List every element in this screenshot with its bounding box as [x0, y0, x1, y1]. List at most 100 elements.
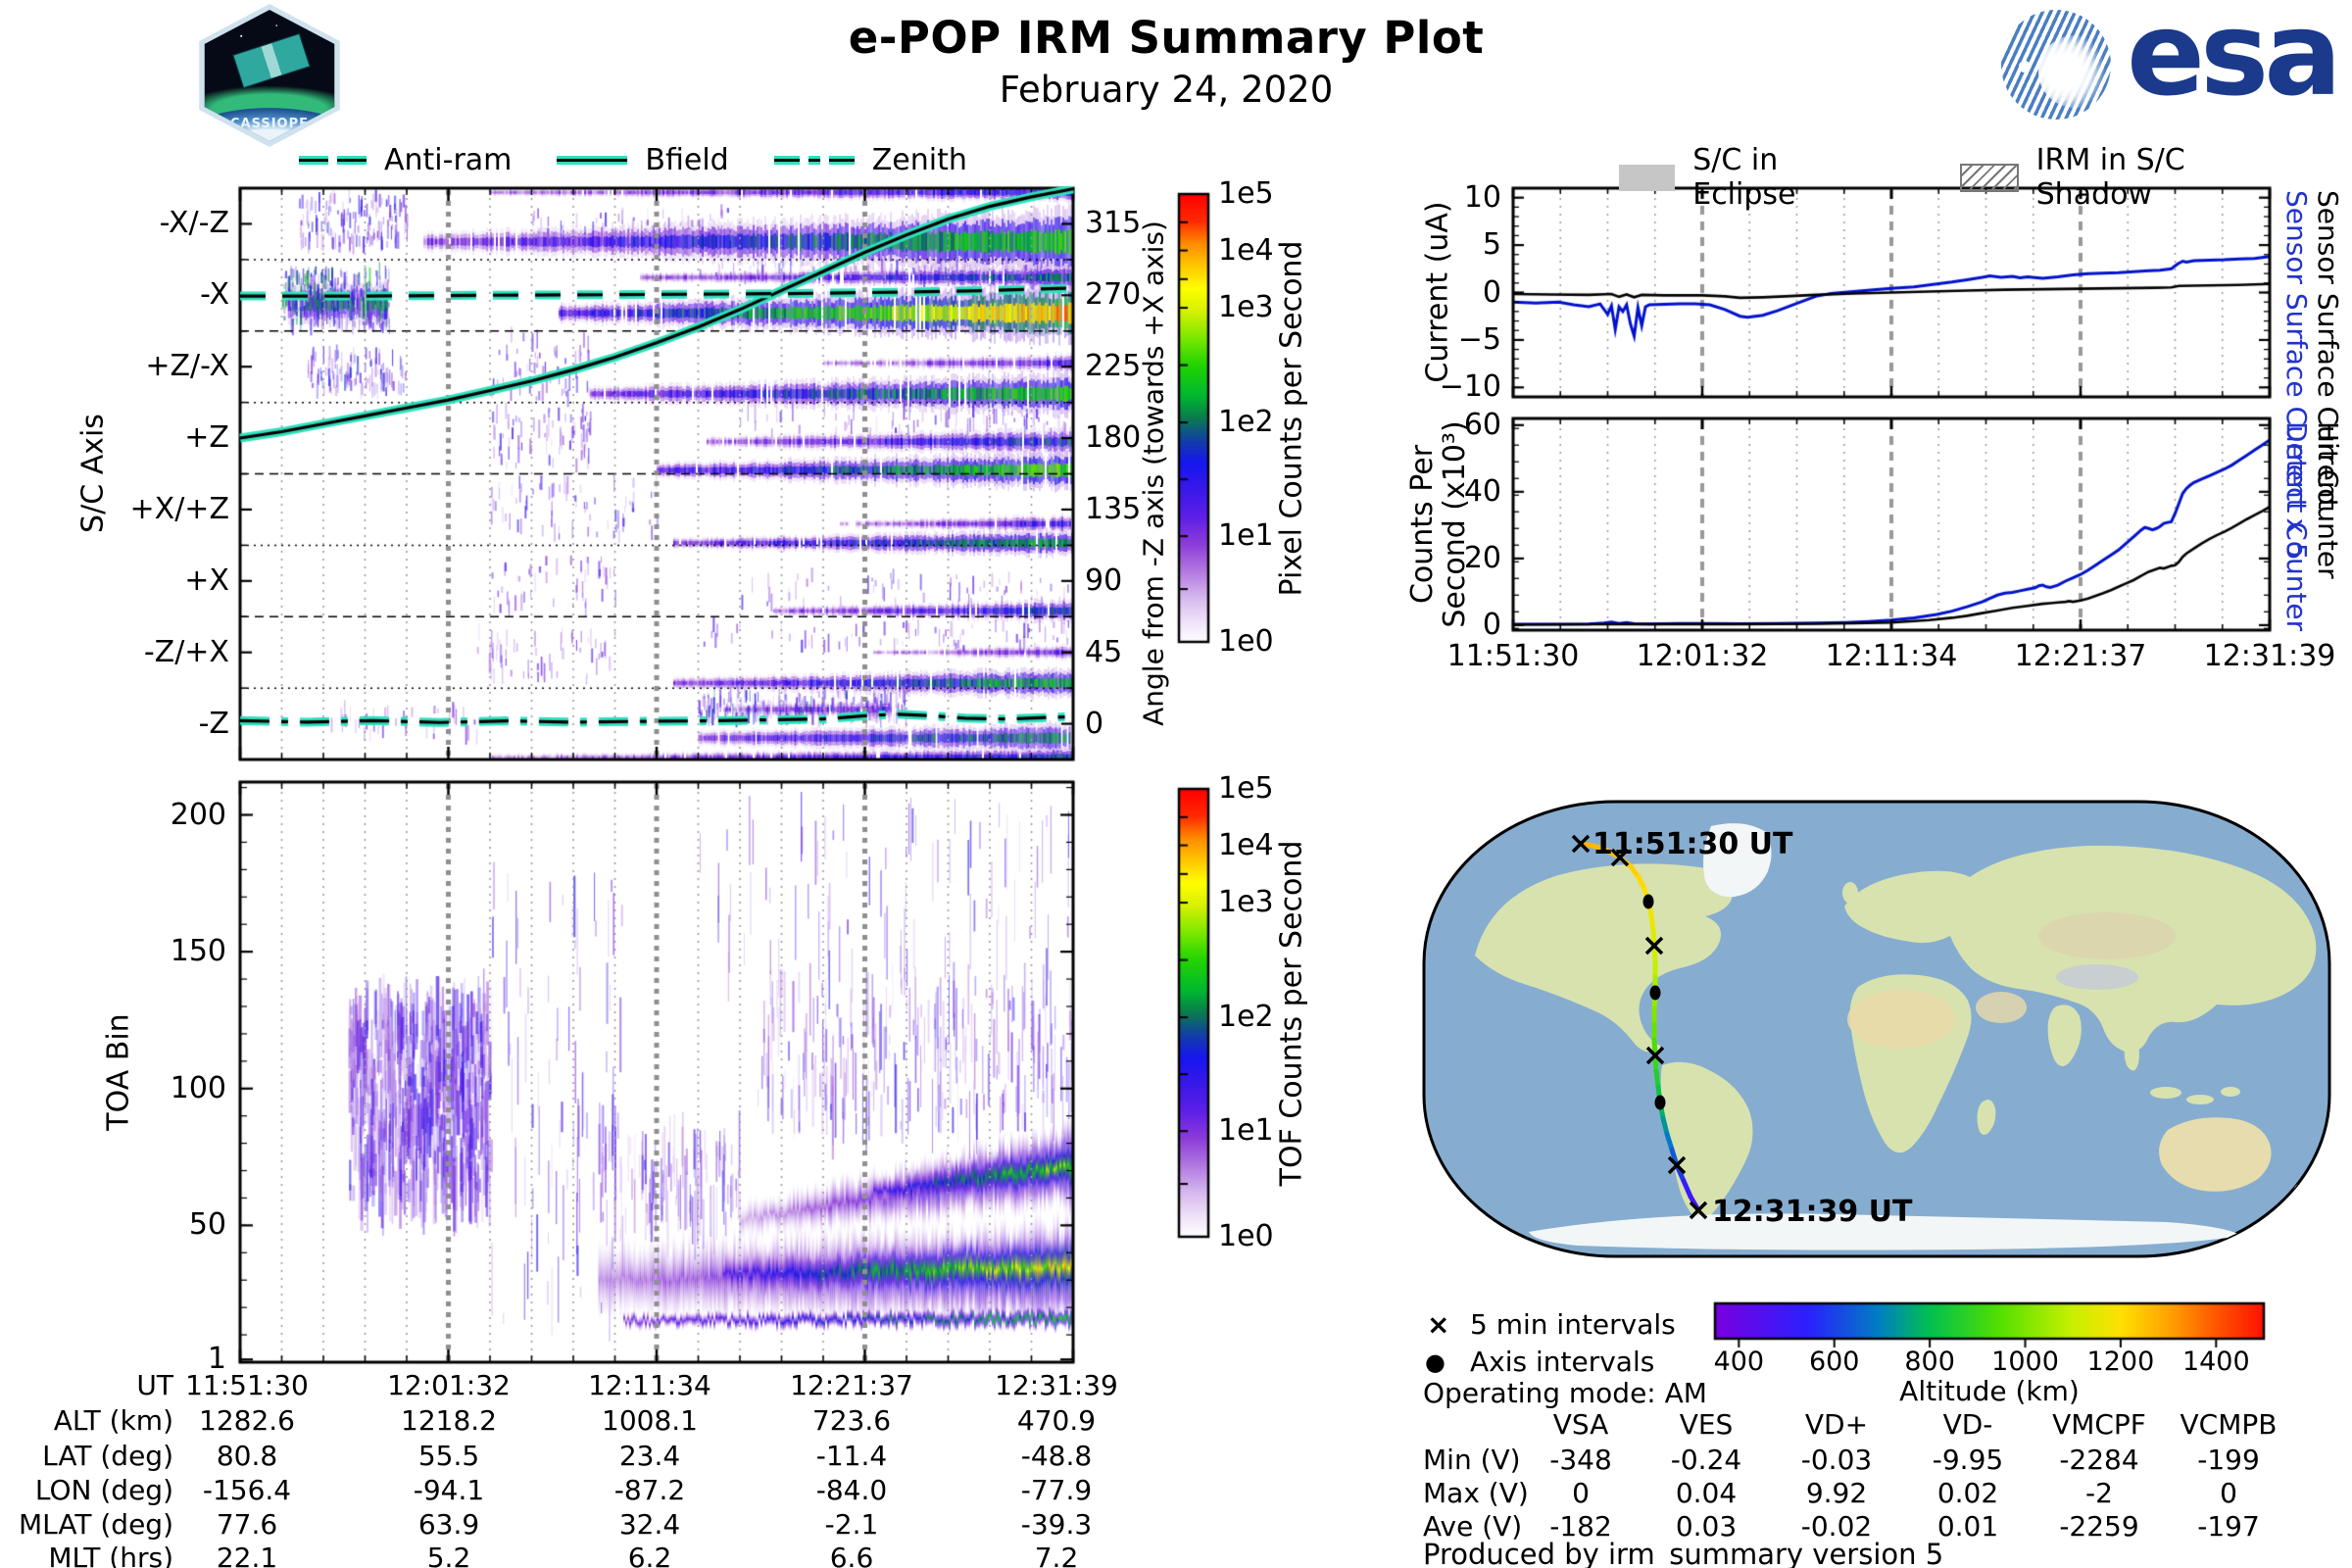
voltage-cell: -348 [1549, 1444, 1612, 1476]
ephemeris-cell: -94.1 [413, 1474, 485, 1506]
indonesia [2186, 1095, 2214, 1104]
voltage-cell: 0.03 [1675, 1510, 1738, 1543]
tof_colorbar-tick-1e3: 1e3 [1218, 885, 1274, 920]
tof_colorbar-tick-1e4: 1e4 [1218, 827, 1274, 862]
right-time-tick-4: 12:31:39 [2203, 639, 2336, 673]
voltage-col-header: VES [1679, 1408, 1734, 1441]
altitude-tick-1200: 1200 [2086, 1347, 2155, 1377]
ephemeris-row-label: LON (deg) [34, 1474, 173, 1506]
map-start-time-label: 11:51:30 UT [1592, 827, 1793, 861]
footer-produced-by: Produced by irm_summary version 5 [1423, 1538, 1944, 1568]
toa-tick-200: 200 [170, 797, 226, 832]
ephemeris-cell: 1218.2 [401, 1404, 497, 1437]
ephemeris-cell: -11.4 [815, 1440, 888, 1472]
right-time-tick-3: 12:21:37 [2014, 639, 2147, 673]
band-label-z: -Z [198, 706, 229, 741]
current-tick-5: 5 [1482, 227, 1501, 263]
indonesia [2221, 1087, 2240, 1097]
legend-shadow-label: IRM in S/C Shadow [2035, 143, 2185, 212]
satellite-track: 11:51:30 UT 12:31:39 UT [1571, 827, 1913, 1229]
legend-zenith-label: Zenith [871, 143, 967, 177]
track-segment [1651, 1037, 1658, 1058]
voltage-cell: -0.24 [1670, 1444, 1742, 1476]
x-marker-icon [1610, 848, 1630, 867]
ephemeris-cell: 1008.1 [602, 1404, 698, 1437]
voltage-cell: 0.02 [1936, 1477, 1999, 1509]
ephemeris-cell: 80.8 [216, 1440, 278, 1472]
zenith-dashdot-icon [773, 156, 800, 165]
band-label-z: +Z [184, 420, 229, 456]
track-segment [1660, 1115, 1670, 1137]
legend-eclipse-label: S/C in Eclipse [1692, 143, 1796, 212]
page-title: e-POP IRM Summary Plot [848, 12, 1485, 64]
voltage-row-label: Max (V) [1423, 1477, 1529, 1509]
track-segment [1652, 1053, 1659, 1074]
altitude-tick-800: 800 [1904, 1347, 1955, 1377]
altitude-tick-600: 600 [1808, 1347, 1860, 1377]
tof-colorbar-label: TOF Counts per Second [1274, 840, 1309, 1187]
voltage-row-label: Ave (V) [1423, 1510, 1523, 1543]
voltage-row-label: Min (V) [1423, 1444, 1521, 1476]
ephemeris-cell: 63.9 [417, 1508, 480, 1541]
tof_colorbar-tick-1e1: 1e1 [1218, 1113, 1274, 1149]
page-subtitle-date: February 24, 2020 [999, 69, 1334, 111]
voltage-cell: -2284 [2059, 1444, 2139, 1476]
counts-tick-20: 20 [1463, 540, 1501, 575]
pixel-colorbar-label: Pixel Counts per Second [1274, 240, 1309, 597]
japan [2280, 942, 2294, 969]
map-end-time-label: 12:31:39 UT [1712, 1195, 1913, 1229]
voltage-cell: -182 [1549, 1510, 1612, 1543]
satellite-icon [232, 32, 311, 89]
voltage-cell: 0 [2220, 1477, 2237, 1509]
current-tick-10: 10 [1463, 179, 1501, 215]
band-label-xz: -X/-Z [159, 206, 229, 241]
pixel_colorbar-tick-1e1: 1e1 [1218, 518, 1274, 554]
track-segment [1664, 1131, 1675, 1152]
tof_colorbar-tick-1e2: 1e2 [1218, 1000, 1274, 1035]
band-label-x: -X [200, 277, 229, 313]
central-asia [2038, 912, 2176, 959]
pixel_colorbar-tick-1e3: 1e3 [1218, 290, 1274, 325]
indonesia [2150, 1087, 2181, 1099]
ephemeris-cell: -87.2 [613, 1474, 686, 1506]
ephemeris-cell: 11:51:30 [185, 1369, 309, 1401]
angle-tick-315: 315 [1085, 206, 1142, 241]
overlay-line-legend: Anti-ram Bfield Zenith [299, 143, 1012, 177]
band-label-x: +X [184, 563, 229, 598]
ephemeris-cell: 32.4 [618, 1508, 681, 1541]
angle-tick-90: 90 [1085, 563, 1123, 598]
track-segment [1681, 1178, 1693, 1200]
voltage-col-header: VSA [1552, 1408, 1609, 1441]
counts-right-label-black: Hit Counter [2312, 421, 2344, 579]
counts-tick-40: 40 [1463, 473, 1501, 509]
himalaya [2056, 964, 2138, 990]
track-segment [1650, 927, 1657, 949]
greenland [1703, 823, 1772, 898]
track-segment [1651, 943, 1658, 964]
right-time-tick-2: 12:11:34 [1825, 639, 1958, 673]
counts-ylabel-line2: Second (x10³) [1438, 420, 1472, 628]
tof_colorbar-tick-1e5: 1e5 [1218, 771, 1274, 806]
esa-logo-text: esa [2127, 0, 2342, 122]
x-marker-icon [1644, 936, 1664, 956]
ephemeris-cell: -77.9 [1020, 1474, 1093, 1506]
angle-tick-45: 45 [1085, 634, 1123, 669]
dot-marker-icon [1642, 894, 1654, 909]
voltage-col-header: VMCPF [2052, 1408, 2146, 1441]
pixel_colorbar-tick-1e2: 1e2 [1218, 405, 1274, 440]
new-zealand [2292, 1184, 2306, 1209]
ephemeris-cell: 6.6 [829, 1542, 874, 1568]
ephemeris-cell: -39.3 [1020, 1508, 1093, 1541]
angle-tick-180: 180 [1085, 420, 1142, 456]
ephemeris-cell: 723.6 [811, 1404, 892, 1437]
legend-antiram-label: Anti-ram [384, 143, 513, 177]
ephemeris-cell: 55.5 [417, 1440, 480, 1472]
x-marker-icon [1667, 1155, 1687, 1175]
dot-marker-icon: ● [1425, 1348, 1446, 1376]
pixel_colorbar-tick-1e0: 1e0 [1218, 624, 1274, 659]
toa-tick-50: 50 [188, 1207, 226, 1243]
counts-tick-0: 0 [1482, 607, 1501, 642]
ephemeris-cell: 23.4 [618, 1440, 681, 1472]
